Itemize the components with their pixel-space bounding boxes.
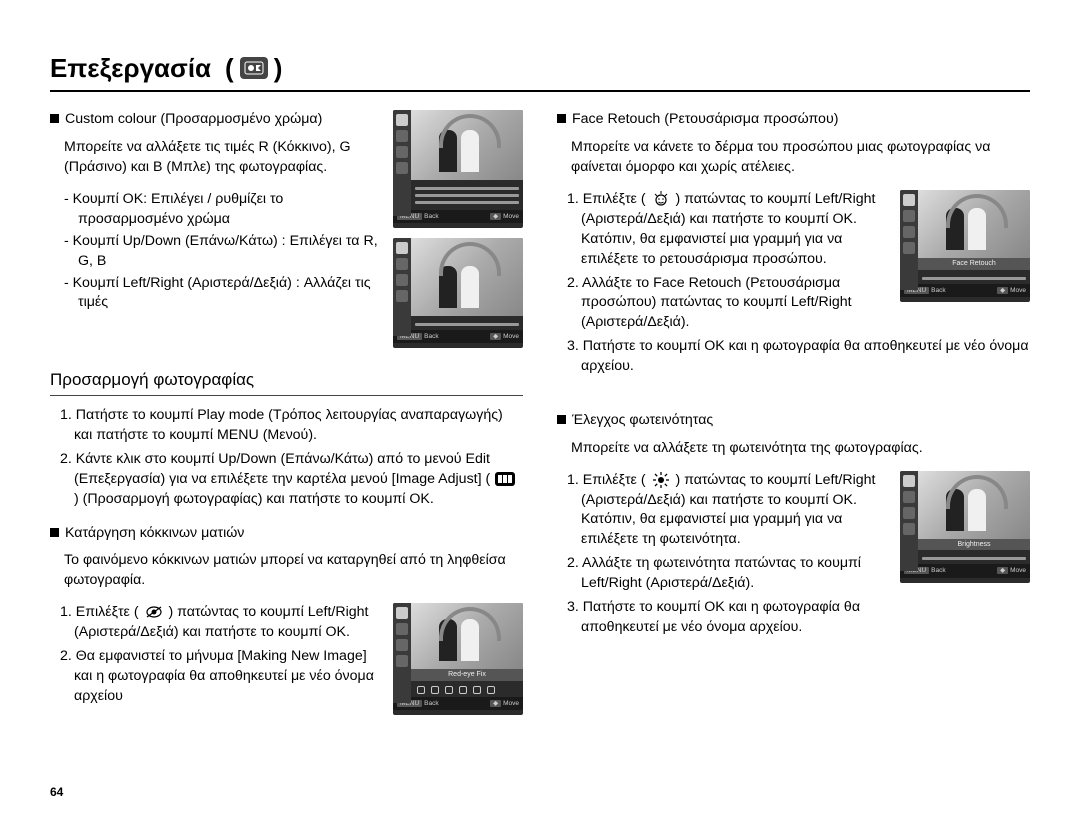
bullet-icon: [557, 114, 566, 123]
adjust-step-2: 2. Κάντε κλικ στο κουμπί Up/Down (Επάνω/…: [74, 450, 523, 510]
brightness-icon: [650, 472, 672, 488]
image-adjust-subhead: Προσαρμογή φωτογραφίας: [50, 368, 523, 396]
redeye-step-1: 1. Επιλέξτε ( ) πατώντας το κουμπί Left/…: [74, 603, 383, 643]
bullet-icon: [50, 528, 59, 537]
page-title-row: Επεξεργασία ( ): [50, 50, 1030, 92]
bullet-icon: [50, 114, 59, 123]
bright-step-1: 1. Επιλέξτε ( ) πατώντας το κουμπί Left/…: [581, 471, 890, 551]
bright-step-3: 3. Πατήστε το κουμπί OK και η φωτογραφία…: [581, 598, 890, 638]
bright-heading: Έλεγχος φωτεινότητας: [557, 411, 1030, 431]
redeye-icon: [143, 604, 165, 620]
redeye-step-2: 2. Θα εμφανιστεί το μήνυμα [Making New I…: [74, 647, 383, 707]
custom-colour-heading: Custom colour (Προσαρμοσμένο χρώμα): [50, 110, 383, 130]
right-column: Face Retouch (Ρετουσάρισμα προσώπου) Μπο…: [557, 110, 1030, 715]
paren-open: (: [225, 50, 234, 86]
bright-thumb: Brightness MENUBack◆Move: [900, 471, 1030, 583]
bright-intro: Μπορείτε να αλλάξετε τη φωτεινότητα της …: [557, 439, 1030, 459]
face-step-3: 3. Πατήστε το κουμπί OK και η φωτογραφία…: [581, 337, 1030, 377]
custom-colour-thumb-1: MENUBack◆Move: [393, 110, 523, 228]
redeye-intro: Το φαινόμενο κόκκινων ματιών μπορεί να κ…: [50, 551, 523, 591]
face-heading: Face Retouch (Ρετουσάρισμα προσώπου): [557, 110, 1030, 130]
bullet-updown: - Κουμπί Up/Down (Επάνω/Κάτω) : Επιλέγει…: [64, 232, 383, 272]
adjust-step-1: 1. Πατήστε το κουμπί Play mode (Τρόπος λ…: [74, 406, 523, 446]
bullet-ok: - Κουμπί OK: Επιλέγει / ρυθμίζει το προσ…: [64, 190, 383, 230]
bright-step-2: 2. Αλλάξτε τη φωτεινότητα πατώντας το κο…: [581, 554, 890, 594]
face-step-2: 2. Αλλάξτε το Face Retouch (Ρετουσάρισμα…: [581, 274, 890, 334]
redeye-thumb: Red-eye Fix MENUBack◆Move: [393, 603, 523, 715]
custom-colour-intro: Μπορείτε να αλλάξετε τις τιμές R (Κόκκιν…: [50, 138, 383, 178]
edit-icon: [240, 57, 268, 79]
page-number: 64: [50, 784, 63, 801]
bullet-leftright: - Κουμπί Left/Right (Αριστερά/Δεξιά) : Α…: [64, 274, 383, 314]
custom-colour-thumb-2: MENUBack◆Move: [393, 238, 523, 348]
paren-close: ): [274, 50, 283, 86]
face-step-1: 1. Επιλέξτε ( ) πατώντας το κουμπί Left/…: [581, 190, 890, 270]
left-column: Custom colour (Προσαρμοσμένο χρώμα) Μπορ…: [50, 110, 523, 715]
page-title: Επεξεργασία: [50, 50, 211, 86]
redeye-heading: Κατάργηση κόκκινων ματιών: [50, 524, 523, 544]
bullet-icon: [557, 415, 566, 424]
image-adjust-icon: [494, 471, 516, 487]
face-intro: Μπορείτε να κάνετε το δέρμα του προσώπου…: [557, 138, 1030, 178]
face-thumb: Face Retouch MENUBack◆Move: [900, 190, 1030, 302]
face-retouch-icon: [650, 191, 672, 207]
